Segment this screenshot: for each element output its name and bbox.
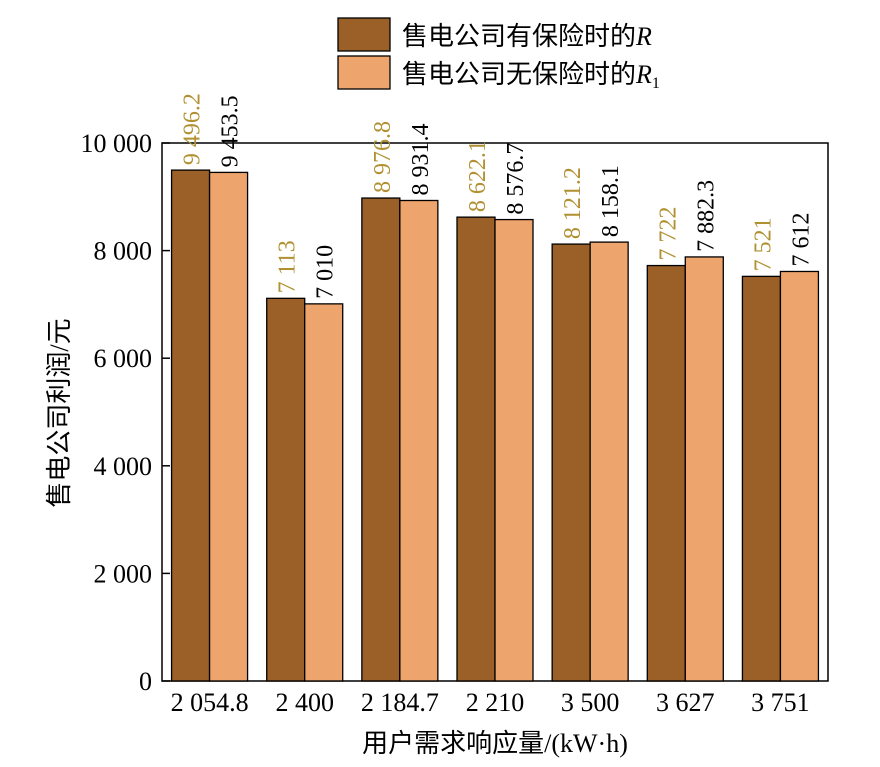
bar-with-insurance [646,264,686,682]
x-tick-label: 2 210 [466,688,525,717]
bar-without-insurance [494,218,534,682]
legend: 售电公司有保险时的R 售电公司无保险时的R1 [337,17,660,92]
bar-without-insurance [304,303,344,682]
x-tick-label: 3 751 [751,688,810,717]
legend-label: 售电公司无保险时的R1 [402,60,660,92]
data-label: 7 882.3 [693,180,719,252]
x-tick-label: 2 054.8 [171,688,249,717]
data-label: 8 976.8 [370,121,396,193]
y-tick-label: 6 000 [94,344,153,373]
data-label: 7 521 [750,217,776,271]
bar-with-insurance [456,216,496,682]
bar-without-insurance [589,241,629,682]
data-label: 8 622.1 [465,140,491,212]
x-tick-label: 2 400 [275,688,334,717]
y-axis-title: 售电公司利润/元 [45,318,74,507]
data-label: 8 158.1 [598,165,624,237]
bar-with-insurance [170,169,211,682]
data-label: 7 722 [655,207,681,261]
x-tick-label: 2 184.7 [361,688,439,717]
data-label: 8 121.2 [560,167,586,239]
y-tick-label: 8 000 [94,237,153,266]
y-tick-label: 10 000 [81,129,153,158]
legend-label: 售电公司有保险时的R [402,22,652,51]
bar-with-insurance [551,243,591,682]
y-tick-label: 2 000 [94,559,153,588]
bar-with-insurance [741,275,782,682]
data-label: 8 576.7 [503,143,529,215]
legend-swatch [337,17,391,52]
x-tick-label: 3 500 [561,688,620,717]
data-label: 8 931.4 [408,123,434,195]
legend-swatch [337,55,391,90]
plot-area: 0 2 000 4 000 6 000 8 000 10 000 9 496.2 9 453.… [81,93,829,717]
bar-with-insurance [266,297,306,682]
data-label: 7 612 [788,212,814,266]
y-tick-label: 0 [139,667,152,696]
bar-without-insurance [208,171,249,682]
bar-without-insurance [779,270,820,682]
data-label: 7 113 [275,240,301,293]
x-tick-label: 3 627 [656,688,715,717]
y-tick-label: 4 000 [94,452,153,481]
bar-without-insurance [399,199,439,682]
data-label: 9 496.2 [180,93,206,165]
bar-without-insurance [684,256,724,682]
x-axis-title: 用户需求响应量/(kW·h) [362,729,628,758]
data-label: 7 010 [313,245,339,299]
data-label: 9 453.5 [218,95,244,167]
bar-with-insurance [361,197,401,682]
